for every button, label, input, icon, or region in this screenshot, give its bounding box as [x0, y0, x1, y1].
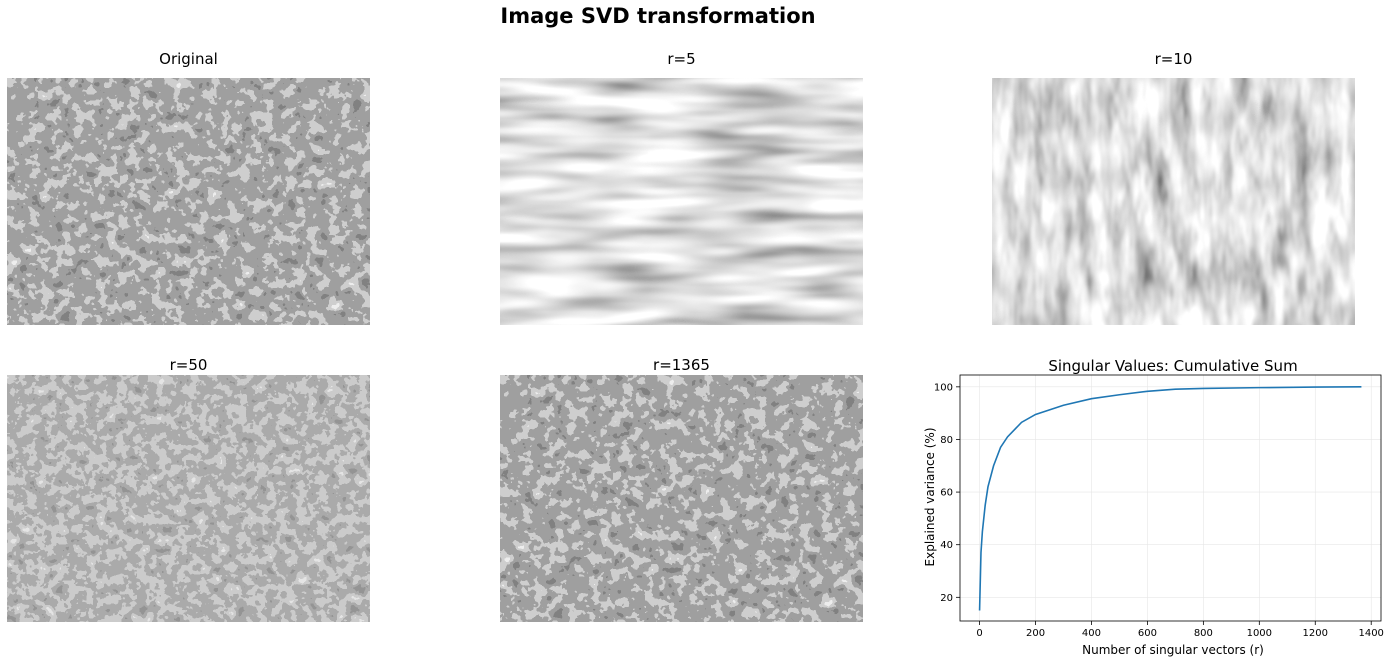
x-tick-label: 600: [1138, 628, 1157, 639]
series-line: [978, 386, 1362, 611]
figure-title: Image SVD transformation: [500, 4, 816, 28]
x-tick-label: 1400: [1358, 628, 1383, 639]
y-tick-label: 60: [940, 488, 953, 499]
grid: [960, 375, 1381, 621]
chart-title: Singular Values: Cumulative Sum: [1048, 357, 1297, 375]
panel-title-original: Original: [159, 50, 218, 68]
image-r5: [500, 78, 863, 325]
image-r1365: [500, 375, 863, 622]
axes: 0 200 400 600 800 1000 1200 1400 20 40 60 80 100: [934, 374, 1384, 639]
y-tick-label: 80: [940, 435, 953, 446]
x-tick-label: 1000: [1247, 628, 1272, 639]
image-original: [7, 78, 370, 325]
chart-svg: Singular Values: Cumulative Sum 0 200 400 6…: [923, 357, 1384, 657]
y-tick-label: 20: [940, 593, 953, 604]
series-layer: [978, 386, 1362, 611]
x-tick-label: 1200: [1303, 628, 1328, 639]
cumulative-sum-chart: Singular Values: Cumulative Sum 0 200 400 6…: [918, 355, 1389, 663]
y-tick-label: 100: [934, 382, 953, 393]
panel-title-r1365: r=1365: [653, 356, 710, 374]
y-tick-label: 40: [940, 540, 953, 551]
x-tick-label: 200: [1026, 628, 1045, 639]
plot-frame: [959, 374, 1382, 622]
panel-title-r5: r=5: [667, 50, 696, 68]
x-tick-label: 400: [1082, 628, 1101, 639]
x-tick-label: 0: [976, 628, 982, 639]
x-tick-label: 800: [1194, 628, 1213, 639]
x-axis-label: Number of singular vectors (r): [1082, 643, 1264, 657]
panel-title-r50: r=50: [169, 356, 208, 374]
y-axis-label: Explained variance (%): [923, 428, 937, 567]
image-r50: [7, 375, 370, 622]
image-r10: [992, 78, 1355, 325]
panel-title-r10: r=10: [1154, 50, 1193, 68]
